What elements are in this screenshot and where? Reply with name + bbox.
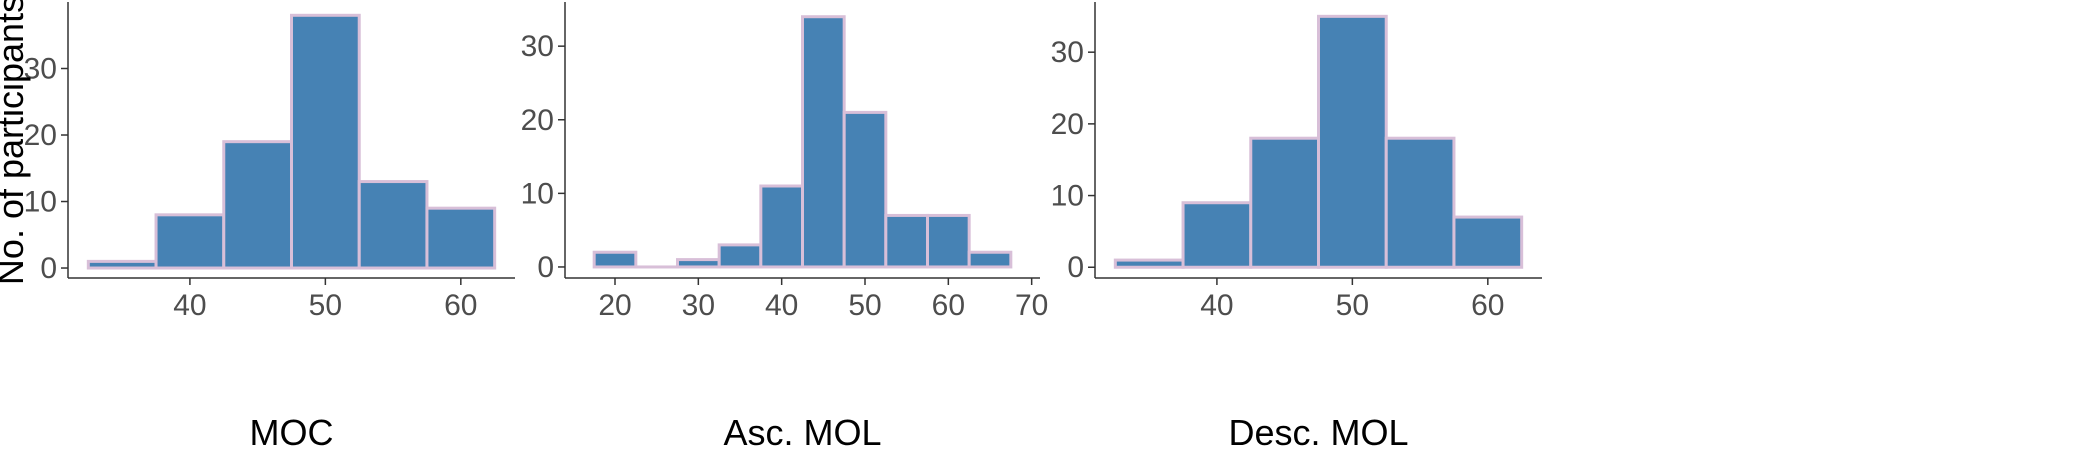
histogram-bar [717, 243, 763, 269]
x-tick-label: 60 [444, 289, 477, 322]
panel-moc: 0 10 20 30 40 50 60 MOC No. of participants [0, 0, 515, 449]
y-tick-label: 30 [24, 53, 57, 86]
x-axis-title: Desc. MOL [1228, 412, 1408, 449]
histogram-bar [842, 110, 888, 269]
y-axis-title: No. of participants [0, 0, 31, 285]
histogram-bar [759, 184, 804, 269]
x-tick-label: 40 [1200, 289, 1233, 322]
x-tick-label: 60 [932, 289, 965, 322]
y-tick-label: 20 [24, 119, 57, 152]
y-tick-label: 20 [521, 104, 554, 137]
x-axis-title: MOC [250, 412, 334, 449]
x-tick-label: 50 [848, 289, 881, 322]
histogram-bar [357, 180, 429, 270]
histogram-bar [592, 250, 638, 269]
y-tick-label: 0 [537, 251, 554, 284]
y-tick-label: 10 [24, 186, 57, 219]
y-tick-label: 30 [521, 30, 554, 63]
histogram-bar [425, 206, 497, 270]
histogram-bar [222, 140, 293, 270]
y-tick-label: 0 [1067, 251, 1084, 284]
x-tick-label: 40 [765, 289, 798, 322]
histogram-bar [1317, 14, 1388, 269]
histogram-bar [676, 258, 721, 269]
x-tick-label: 70 [1015, 289, 1048, 322]
histogram-bar [290, 13, 361, 270]
histogram-bar [1181, 201, 1253, 269]
panel-asc-mol: 0 10 20 30 20 30 40 50 60 70 Asc. MOL [521, 2, 1048, 449]
histogram-bar [86, 259, 158, 270]
x-tick-label: 30 [682, 289, 715, 322]
histogram-bar [1249, 136, 1320, 269]
histogram-bar [1384, 136, 1456, 269]
y-tick-label: 20 [1051, 108, 1084, 141]
histogram-bar [1452, 215, 1524, 269]
histogram-bar [967, 250, 1013, 269]
y-tick-label: 10 [521, 177, 554, 210]
x-tick-label: 40 [173, 289, 206, 322]
x-tick-label: 50 [309, 289, 342, 322]
x-tick-label: 50 [1336, 289, 1369, 322]
x-tick-label: 20 [598, 289, 631, 322]
y-tick-label: 30 [1051, 36, 1084, 69]
y-tick-label: 0 [40, 252, 57, 285]
histogram-bar [926, 213, 971, 269]
histogram-bar [154, 213, 226, 270]
histogram-bar [801, 15, 846, 269]
x-tick-label: 60 [1471, 289, 1504, 322]
histogram-bar [884, 213, 929, 269]
x-axis-title: Asc. MOL [723, 412, 881, 449]
histogram-bar [1113, 258, 1185, 269]
y-tick-label: 10 [1051, 180, 1084, 213]
panel-desc-mol: 0 10 20 30 40 50 60 Desc. MOL [1051, 2, 1542, 449]
